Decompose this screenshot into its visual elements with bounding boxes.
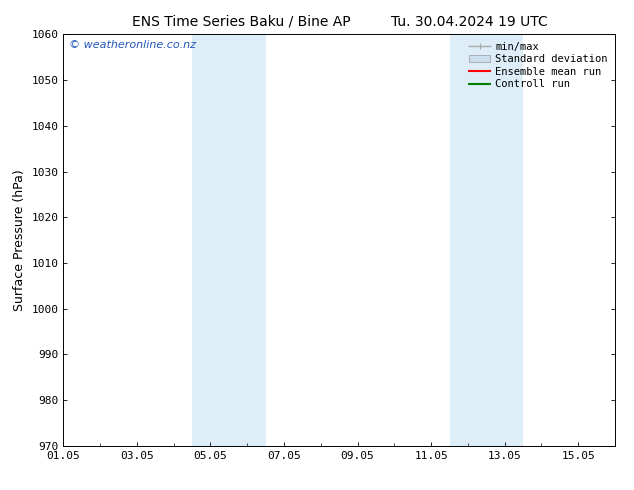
- Text: ENS Time Series Baku / Bine AP: ENS Time Series Baku / Bine AP: [132, 15, 350, 29]
- Legend: min/max, Standard deviation, Ensemble mean run, Controll run: min/max, Standard deviation, Ensemble me…: [467, 40, 610, 92]
- Text: Tu. 30.04.2024 19 UTC: Tu. 30.04.2024 19 UTC: [391, 15, 548, 29]
- Y-axis label: Surface Pressure (hPa): Surface Pressure (hPa): [13, 169, 26, 311]
- Bar: [450, 34, 523, 446]
- Bar: [192, 34, 266, 446]
- Text: © weatheronline.co.nz: © weatheronline.co.nz: [69, 41, 196, 50]
